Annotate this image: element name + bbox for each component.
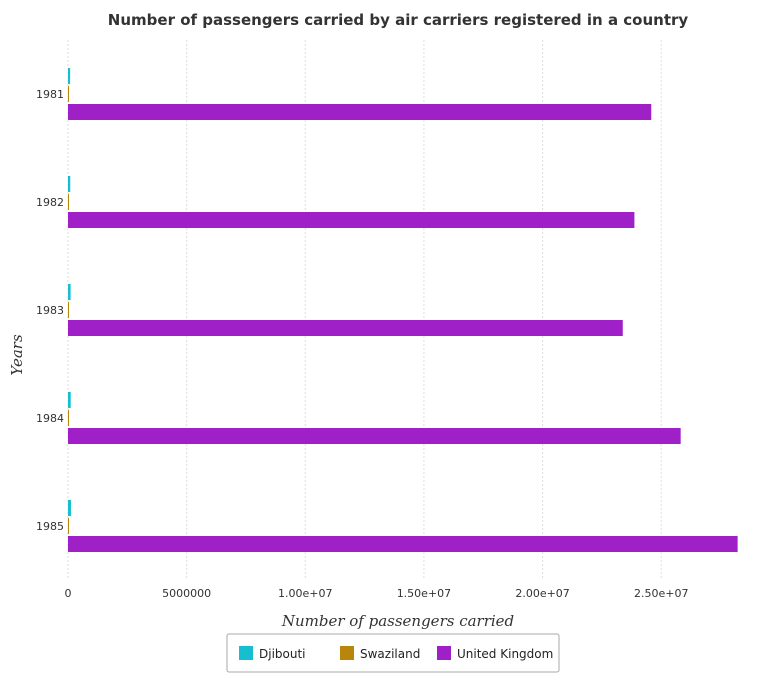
bar-djibouti-1985: [68, 500, 71, 516]
y-axis-label: Years: [8, 334, 26, 376]
y-tick-label-1982: 1982: [36, 196, 64, 209]
y-tick-labels: 1981 1982 1983 1984 1985: [36, 88, 64, 533]
y-tick-label-1984: 1984: [36, 412, 64, 425]
x-axis-label: Number of passengers carried: [281, 612, 514, 630]
x-tick-label-5: 2.50e+07: [634, 587, 688, 600]
legend-label-djibouti: Djibouti: [259, 647, 306, 661]
legend-swatch-united-kingdom: [437, 646, 451, 660]
legend-swatch-swaziland: [340, 646, 354, 660]
y-tick-label-1981: 1981: [36, 88, 64, 101]
bar-swaziland-1983: [68, 302, 69, 318]
chart-title: Number of passengers carried by air carr…: [108, 11, 689, 29]
bar-united-kingdom-1982: [68, 212, 635, 228]
bar-djibouti-1982: [68, 176, 71, 192]
legend-label-united-kingdom: United Kingdom: [457, 647, 553, 661]
bar-united-kingdom-1984: [68, 428, 681, 444]
x-tick-label-4: 2.00e+07: [515, 587, 569, 600]
bar-united-kingdom-1981: [68, 104, 652, 120]
bar-swaziland-1982: [68, 194, 69, 210]
x-tick-label-2: 1.00e+07: [278, 587, 332, 600]
x-tick-label-3: 1.50e+07: [397, 587, 451, 600]
bar-united-kingdom-1985: [68, 536, 738, 552]
bar-swaziland-1981: [68, 86, 69, 102]
y-tick-label-1985: 1985: [36, 520, 64, 533]
x-tick-labels: 0 5000000 1.00e+07 1.50e+07 2.00e+07 2.50e+07: [65, 587, 689, 600]
bar-djibouti-1984: [68, 392, 71, 408]
bars: [68, 68, 738, 552]
y-tick-label-1983: 1983: [36, 304, 64, 317]
x-tick-label-0: 0: [65, 587, 72, 600]
legend-swatch-djibouti: [239, 646, 253, 660]
legend-label-swaziland: Swaziland: [360, 647, 420, 661]
bar-united-kingdom-1983: [68, 320, 623, 336]
x-tick-label-1: 5000000: [162, 587, 211, 600]
legend-box: [226, 633, 560, 673]
x-gridlines: [67, 40, 662, 580]
bar-djibouti-1981: [68, 68, 71, 84]
bar-djibouti-1983: [68, 284, 71, 300]
legend: Djibouti Swaziland United Kingdom: [226, 633, 560, 673]
bar-swaziland-1985: [68, 518, 69, 534]
bar-swaziland-1984: [68, 410, 69, 426]
